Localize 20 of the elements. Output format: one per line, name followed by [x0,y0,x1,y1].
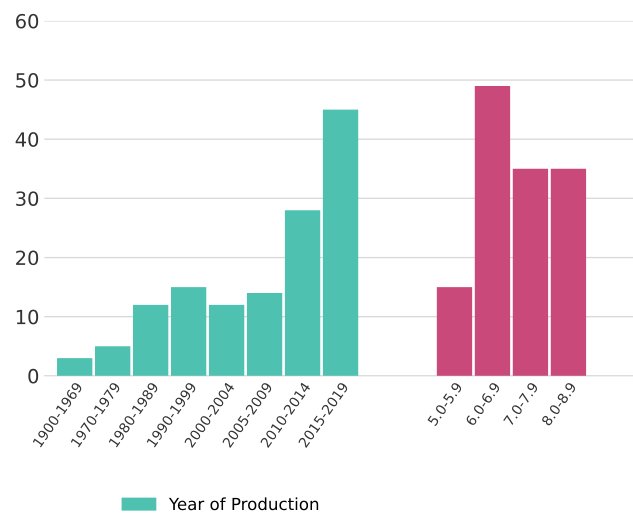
bar [246,293,282,376]
bar [132,304,168,376]
y-tick-label: 20 [16,250,38,266]
y-tick-label: 50 [16,72,38,88]
legend-label: Year of Production [168,497,318,510]
y-tick-label: 10 [16,310,38,324]
bar [322,110,358,376]
bar [170,287,206,376]
bar [474,86,510,376]
bar [512,168,548,376]
bar [284,210,320,376]
bar [550,168,586,376]
bar [208,304,244,376]
y-tick-label: 0 [28,368,38,384]
bar [57,358,92,376]
y-tick-label: 60 [16,14,38,29]
bar [436,287,472,376]
y-tick-label: 30 [16,191,38,206]
y-tick-label: 40 [16,132,38,147]
bar [95,346,130,376]
